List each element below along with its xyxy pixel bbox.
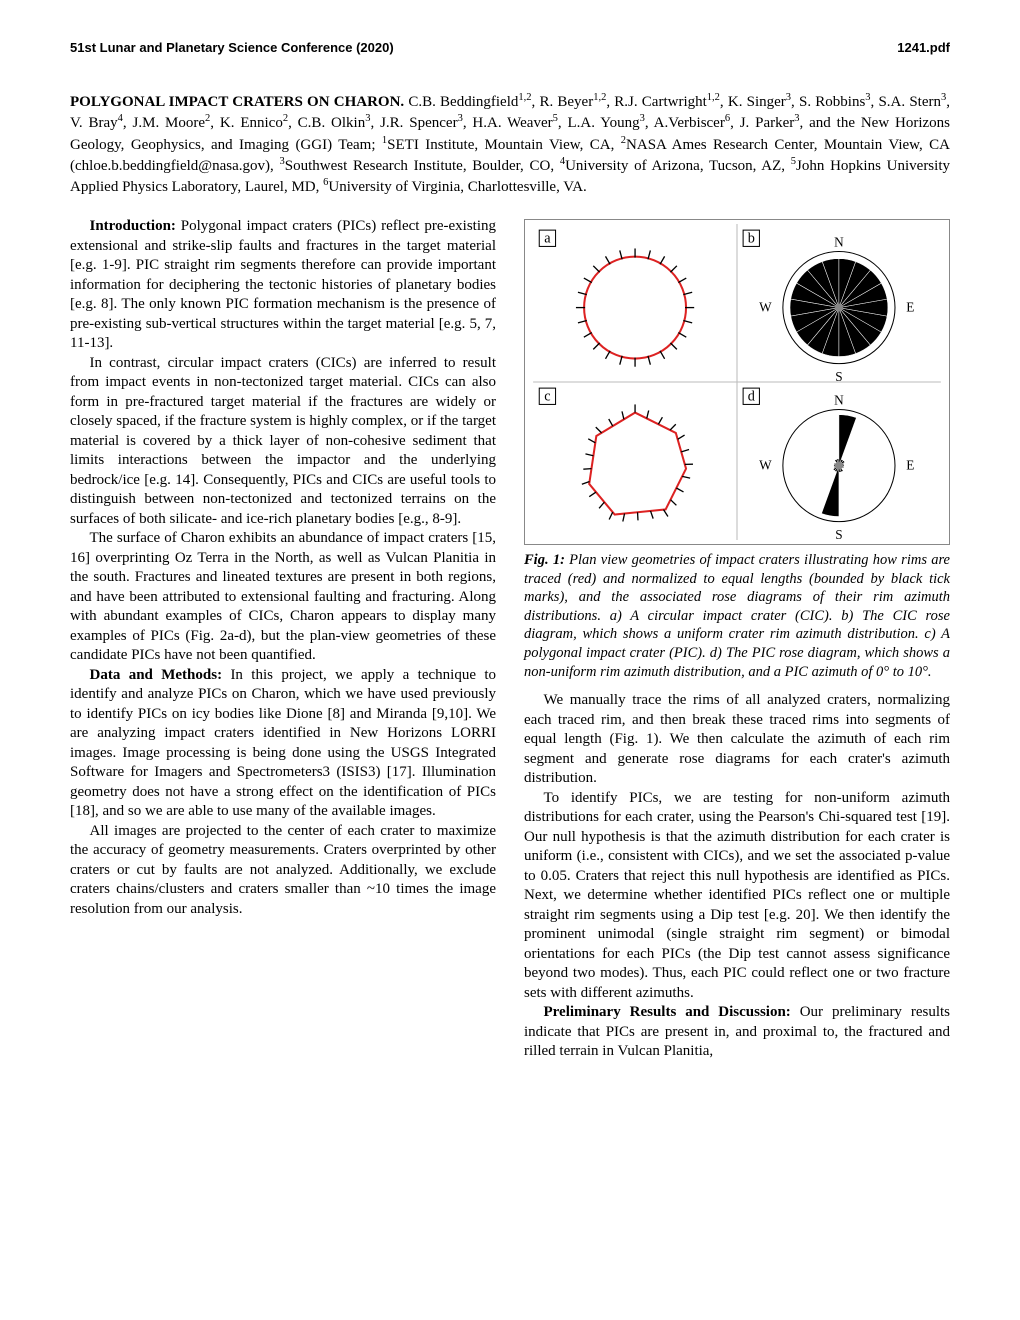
panel-c-pic xyxy=(582,405,693,522)
svg-text:W: W xyxy=(759,300,772,315)
right-p2: To identify PICs, we are testing for non… xyxy=(524,789,950,1004)
results-heading: Preliminary Results and Discussion: xyxy=(544,1004,791,1020)
figure-1: a b c d xyxy=(524,219,950,545)
paper-title: POLYGONAL IMPACT CRATERS ON CHARON. xyxy=(70,94,404,110)
svg-text:S: S xyxy=(835,369,842,384)
intro-p3: The surface of Charon exhibits an abunda… xyxy=(70,529,496,666)
title-block: POLYGONAL IMPACT CRATERS ON CHARON. C.B.… xyxy=(70,91,950,197)
svg-text:N: N xyxy=(834,393,844,408)
panel-d-rose: N E S W xyxy=(759,393,914,541)
left-column: Introduction: Polygonal impact craters (… xyxy=(70,217,496,1061)
data-p2: All images are projected to the center o… xyxy=(70,822,496,920)
intro-p2: In contrast, circular impact craters (CI… xyxy=(70,354,496,530)
panel-a-label: a xyxy=(544,231,551,247)
svg-text:E: E xyxy=(906,300,914,315)
right-column: a b c d xyxy=(524,217,950,1061)
svg-text:W: W xyxy=(759,458,772,473)
intro-p1: Polygonal impact craters (PICs) reflect … xyxy=(70,218,496,351)
panel-b-rose: N E S W xyxy=(759,235,914,385)
intro-heading: Introduction: xyxy=(90,218,176,234)
svg-text:S: S xyxy=(835,527,842,540)
header-right: 1241.pdf xyxy=(897,40,950,55)
svg-text:N: N xyxy=(834,235,844,250)
panel-c-label: c xyxy=(544,389,550,405)
right-p1: We manually trace the rims of all analyz… xyxy=(524,691,950,789)
panel-a-cic xyxy=(576,249,694,367)
figure-1-svg: a b c d xyxy=(531,224,943,540)
figure-1-caption: Fig. 1: Plan view geometries of impact c… xyxy=(524,551,950,681)
panel-b-label: b xyxy=(748,231,755,247)
svg-text:E: E xyxy=(906,458,914,473)
header-left: 51st Lunar and Planetary Science Confere… xyxy=(70,40,394,55)
data-methods-heading: Data and Methods: xyxy=(90,667,223,683)
panel-d-label: d xyxy=(748,389,755,405)
data-p1: In this project, we apply a technique to… xyxy=(70,667,496,820)
